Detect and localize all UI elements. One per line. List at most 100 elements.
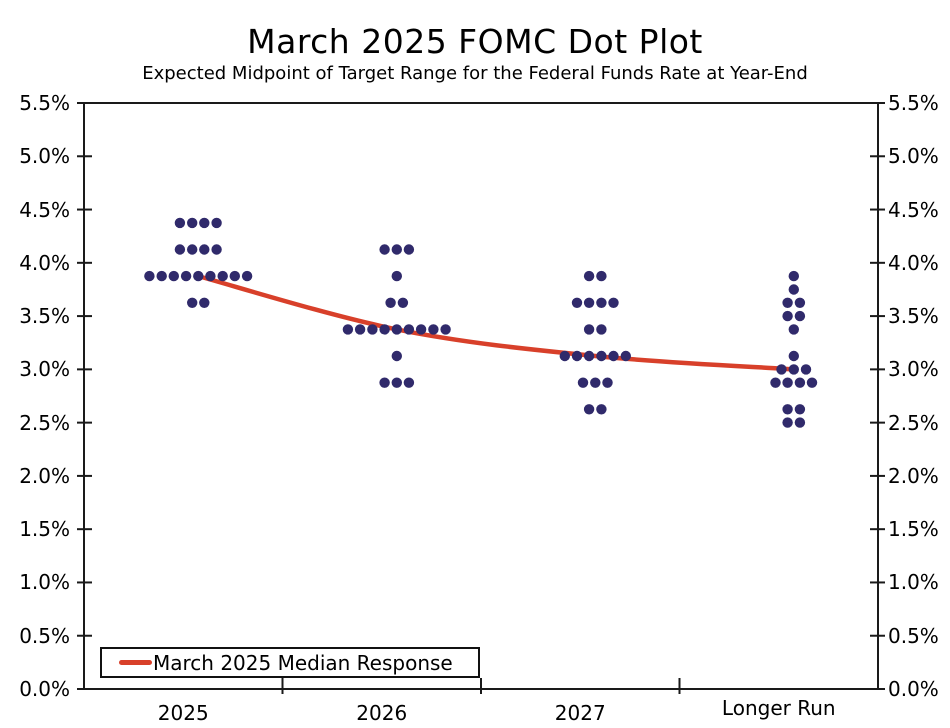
fomc-dot bbox=[211, 244, 222, 255]
median-line bbox=[197, 273, 794, 372]
fomc-dot bbox=[187, 297, 198, 308]
fomc-dot bbox=[608, 297, 619, 308]
fomc-dot bbox=[782, 404, 793, 415]
y-axis-label-right: 2.5% bbox=[888, 410, 939, 435]
fomc-dot bbox=[440, 324, 451, 335]
fomc-dot bbox=[794, 417, 806, 428]
y-axis-label-right: 0.5% bbox=[888, 623, 939, 648]
x-axis-label: 2027 bbox=[554, 701, 606, 725]
fomc-dot bbox=[782, 377, 793, 388]
fomc-dot bbox=[391, 377, 402, 388]
fomc-dot bbox=[174, 217, 186, 229]
median-line-swatch bbox=[119, 660, 152, 665]
y-axis-label-left: 1.0% bbox=[19, 570, 70, 595]
y-axis-label-left: 5.5% bbox=[19, 91, 70, 115]
fomc-dot bbox=[788, 284, 799, 295]
fomc-dot bbox=[168, 270, 179, 282]
fomc-dot bbox=[788, 350, 799, 362]
y-axis-label-left: 3.0% bbox=[19, 357, 70, 382]
fomc-dot bbox=[205, 270, 216, 282]
x-axis-label: 2026 bbox=[356, 701, 408, 725]
fomc-dot bbox=[583, 270, 595, 282]
y-axis-label-right: 1.5% bbox=[888, 517, 939, 542]
fomc-dot bbox=[174, 244, 186, 255]
fomc-dot bbox=[608, 350, 619, 362]
fomc-dot bbox=[782, 417, 793, 428]
fomc-dot bbox=[229, 270, 240, 282]
fomc-dot bbox=[403, 324, 415, 335]
fomc-dot bbox=[794, 310, 806, 322]
fomc-dot bbox=[571, 350, 583, 362]
fomc-dot bbox=[782, 310, 793, 322]
fomc-dot bbox=[397, 297, 409, 308]
fomc-dot bbox=[385, 297, 396, 308]
plot-border bbox=[83, 102, 879, 690]
x-axis-label: 2025 bbox=[157, 701, 209, 725]
fomc-dot bbox=[391, 324, 402, 335]
fomc-dot bbox=[583, 404, 595, 415]
fomc-dot bbox=[391, 270, 402, 282]
y-axis-label-right: 4.5% bbox=[888, 197, 939, 222]
fomc-dot bbox=[794, 404, 806, 415]
y-axis-label-right: 5.5% bbox=[888, 91, 939, 115]
fomc-dot bbox=[770, 377, 781, 388]
fomc-dot bbox=[379, 244, 390, 255]
fomc-dot bbox=[199, 244, 210, 255]
fomc-dot bbox=[583, 324, 595, 335]
fomc-dot bbox=[379, 324, 390, 335]
y-axis-label-left: 2.5% bbox=[19, 410, 70, 435]
fomc-dot bbox=[583, 350, 595, 362]
y-axis-label-right: 0.0% bbox=[888, 677, 939, 701]
fomc-dot bbox=[590, 377, 601, 388]
fomc-dot bbox=[187, 217, 198, 229]
y-axis-label-left: 0.5% bbox=[19, 623, 70, 648]
y-axis-label-right: 5.0% bbox=[888, 144, 939, 169]
fomc-dot bbox=[391, 350, 402, 362]
y-axis-label-left: 3.5% bbox=[19, 304, 70, 329]
fomc-dot bbox=[241, 270, 253, 282]
fomc-dot bbox=[211, 217, 222, 229]
y-axis-label-left: 1.5% bbox=[19, 517, 70, 542]
y-axis-label-left: 4.5% bbox=[19, 197, 70, 222]
y-axis-label-left: 5.0% bbox=[19, 144, 70, 169]
fomc-dot bbox=[776, 364, 787, 375]
chart-title: March 2025 FOMC Dot Plot bbox=[247, 22, 703, 61]
fomc-dot bbox=[571, 297, 583, 308]
fomc-dot bbox=[428, 324, 439, 335]
fomc-dot bbox=[596, 270, 607, 282]
fomc-dot bbox=[596, 404, 607, 415]
fomc-dot bbox=[367, 324, 378, 335]
y-axis-label-right: 2.0% bbox=[888, 463, 939, 488]
fomc-dot bbox=[379, 377, 390, 388]
fomc-dot bbox=[583, 297, 595, 308]
fomc-dot bbox=[403, 244, 415, 255]
fomc-dot bbox=[788, 324, 799, 335]
fomc-dot bbox=[144, 270, 155, 282]
fomc-dot bbox=[806, 377, 818, 388]
x-axis-label: Longer Run bbox=[721, 696, 836, 720]
fomc-dot bbox=[193, 270, 204, 282]
fomc-dot bbox=[577, 377, 589, 388]
fomc-dot bbox=[199, 297, 210, 308]
fomc-dot bbox=[354, 324, 366, 335]
y-axis-label-left: 0.0% bbox=[19, 677, 70, 701]
fomc-dot bbox=[788, 270, 799, 282]
fomc-dot bbox=[199, 217, 210, 229]
fomc-dot bbox=[217, 270, 228, 282]
fomc-dot bbox=[180, 270, 192, 282]
fomc-dot bbox=[794, 297, 806, 308]
fomc-dot bbox=[596, 324, 607, 335]
fomc-dot bbox=[596, 297, 607, 308]
fomc-dot bbox=[800, 364, 812, 375]
fomc-dot bbox=[788, 364, 799, 375]
fomc-dot bbox=[415, 324, 427, 335]
y-axis-label-right: 3.0% bbox=[888, 357, 939, 382]
legend-label: March 2025 Median Response bbox=[153, 650, 453, 675]
fomc-dot bbox=[342, 324, 354, 335]
y-axis-label-left: 4.0% bbox=[19, 250, 70, 275]
fomc-dot bbox=[559, 350, 570, 362]
fomc-dot bbox=[782, 297, 793, 308]
fomc-dot bbox=[156, 270, 167, 282]
